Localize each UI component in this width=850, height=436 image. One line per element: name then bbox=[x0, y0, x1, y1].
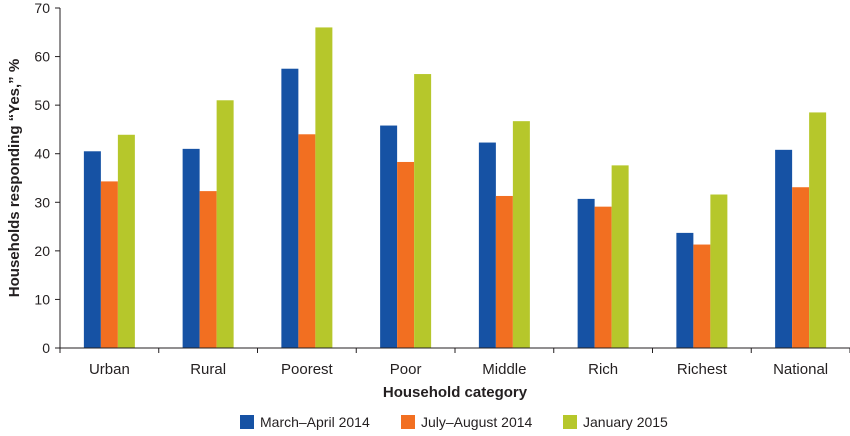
bar bbox=[117, 134, 135, 348]
legend-swatch bbox=[563, 415, 577, 429]
y-tick-label: 70 bbox=[34, 0, 50, 16]
bar bbox=[594, 206, 612, 348]
legend-label: July–August 2014 bbox=[421, 414, 533, 430]
y-tick-label: 20 bbox=[34, 243, 50, 259]
bar bbox=[315, 27, 333, 349]
bar bbox=[182, 148, 200, 348]
y-tick-label: 30 bbox=[34, 194, 50, 210]
legend-swatch bbox=[240, 415, 254, 429]
bar bbox=[775, 149, 793, 348]
x-category-label: Poorest bbox=[281, 361, 334, 378]
y-tick-label: 50 bbox=[34, 97, 50, 113]
bar bbox=[100, 181, 118, 348]
bar bbox=[495, 195, 513, 348]
y-axis-title: Households responding “Yes,” % bbox=[6, 59, 23, 297]
bar bbox=[792, 187, 810, 348]
x-category-label: Rural bbox=[190, 361, 226, 378]
axes-group bbox=[59, 8, 850, 349]
bar bbox=[478, 142, 496, 348]
y-tick-label: 40 bbox=[34, 146, 50, 162]
legend-label: March–April 2014 bbox=[260, 414, 370, 430]
x-category-label: Middle bbox=[482, 361, 526, 378]
x-categories-group: Urban Rural Poorest Poor Middle Rich Richest Na… bbox=[59, 348, 850, 378]
bar bbox=[83, 151, 101, 348]
bar bbox=[676, 232, 694, 348]
bar bbox=[512, 121, 530, 349]
x-category-label: Richest bbox=[677, 361, 728, 378]
y-tick-label: 10 bbox=[34, 291, 50, 307]
bars-group bbox=[83, 27, 827, 349]
bar bbox=[693, 244, 711, 348]
bar bbox=[577, 198, 595, 348]
bar bbox=[809, 112, 827, 348]
legend-label: January 2015 bbox=[583, 414, 668, 430]
y-ticks-group: 0 10 20 30 40 50 60 70 bbox=[34, 0, 60, 356]
bar bbox=[710, 194, 728, 348]
x-category-label: National bbox=[773, 361, 828, 378]
bar bbox=[216, 100, 234, 349]
bar bbox=[397, 161, 415, 348]
bar bbox=[281, 68, 299, 348]
bar bbox=[414, 74, 432, 349]
bar bbox=[380, 125, 398, 349]
x-category-label: Poor bbox=[390, 361, 422, 378]
legend: March–April 2014 July–August 2014 January … bbox=[240, 414, 668, 430]
bar bbox=[298, 134, 316, 348]
bar bbox=[611, 165, 629, 348]
y-tick-label: 0 bbox=[42, 340, 50, 356]
legend-swatch bbox=[401, 415, 415, 429]
x-category-label: Urban bbox=[89, 361, 130, 378]
bar bbox=[199, 191, 217, 348]
y-tick-label: 60 bbox=[34, 49, 50, 65]
x-category-label: Rich bbox=[588, 361, 618, 378]
x-axis-title: Household category bbox=[383, 384, 528, 401]
